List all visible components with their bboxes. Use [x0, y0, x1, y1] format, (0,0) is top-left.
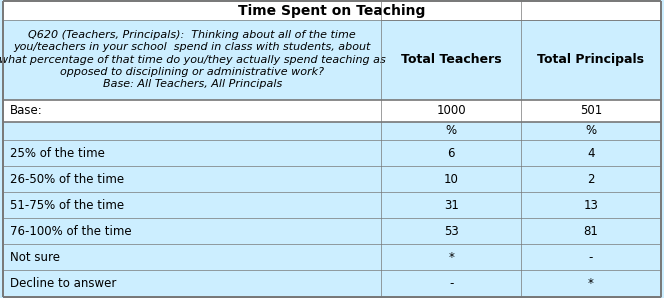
Text: 53: 53 — [444, 225, 459, 238]
Text: Total Teachers: Total Teachers — [401, 53, 501, 66]
Text: Total Principals: Total Principals — [537, 53, 644, 66]
Bar — [521, 100, 661, 122]
Bar — [521, 244, 661, 270]
Text: 4: 4 — [587, 147, 594, 159]
Bar — [521, 166, 661, 192]
Text: -: - — [589, 251, 593, 264]
Bar — [381, 270, 521, 297]
Text: *: * — [588, 277, 594, 290]
Bar — [381, 122, 521, 140]
Bar — [3, 122, 381, 140]
Bar — [3, 140, 381, 166]
Bar — [521, 192, 661, 218]
Bar — [381, 20, 521, 100]
Text: -: - — [449, 277, 454, 290]
Text: 501: 501 — [580, 104, 602, 117]
Text: 25% of the time: 25% of the time — [10, 147, 105, 159]
Bar — [381, 192, 521, 218]
Text: 26-50% of the time: 26-50% of the time — [10, 173, 124, 186]
Text: 6: 6 — [448, 147, 455, 159]
Bar — [381, 244, 521, 270]
Text: 31: 31 — [444, 199, 459, 212]
Bar — [3, 1, 661, 20]
Bar — [3, 218, 381, 244]
Bar — [521, 20, 661, 100]
Text: 76-100% of the time: 76-100% of the time — [10, 225, 131, 238]
Bar — [381, 218, 521, 244]
Text: 1000: 1000 — [436, 104, 466, 117]
Bar — [521, 140, 661, 166]
Bar — [3, 192, 381, 218]
Bar — [381, 100, 521, 122]
Bar — [381, 166, 521, 192]
Bar — [521, 122, 661, 140]
Bar — [521, 218, 661, 244]
Text: 10: 10 — [444, 173, 459, 186]
Text: %: % — [585, 125, 596, 137]
Bar — [521, 270, 661, 297]
Text: 13: 13 — [584, 199, 598, 212]
Text: Time Spent on Teaching: Time Spent on Teaching — [238, 4, 426, 18]
Text: *: * — [448, 251, 454, 264]
Text: Base:: Base: — [10, 104, 42, 117]
Bar — [3, 270, 381, 297]
Bar — [3, 166, 381, 192]
Text: 81: 81 — [584, 225, 598, 238]
Bar — [381, 140, 521, 166]
Text: Not sure: Not sure — [10, 251, 60, 264]
Bar — [3, 100, 381, 122]
Bar — [3, 20, 381, 100]
Text: %: % — [446, 125, 457, 137]
Text: Q620 (Teachers, Principals):  Thinking about all of the time
you/teachers in you: Q620 (Teachers, Principals): Thinking ab… — [0, 30, 386, 89]
Text: 51-75% of the time: 51-75% of the time — [10, 199, 124, 212]
Text: 2: 2 — [587, 173, 594, 186]
Text: Decline to answer: Decline to answer — [10, 277, 116, 290]
Bar — [3, 244, 381, 270]
